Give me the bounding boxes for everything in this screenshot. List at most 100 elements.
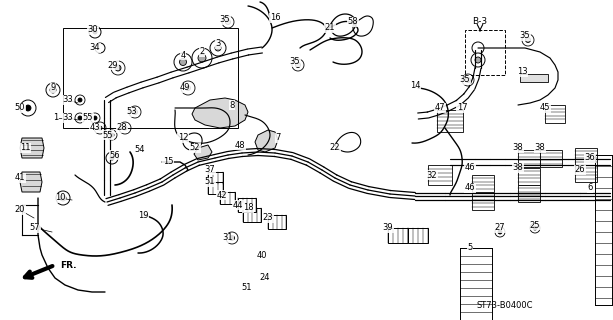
Text: 1: 1 bbox=[53, 114, 59, 123]
Text: 25: 25 bbox=[530, 220, 540, 229]
Circle shape bbox=[106, 152, 118, 164]
Polygon shape bbox=[255, 130, 278, 152]
Circle shape bbox=[93, 30, 97, 34]
Text: 29: 29 bbox=[108, 60, 118, 69]
Circle shape bbox=[192, 48, 212, 68]
Circle shape bbox=[93, 116, 97, 120]
Text: 42: 42 bbox=[217, 190, 227, 199]
Circle shape bbox=[215, 45, 221, 51]
Bar bbox=[518, 185, 540, 202]
Bar bbox=[520, 74, 548, 82]
Text: 55: 55 bbox=[83, 114, 93, 123]
Text: 28: 28 bbox=[116, 124, 128, 132]
Text: 57: 57 bbox=[29, 223, 40, 233]
Circle shape bbox=[46, 83, 60, 97]
Circle shape bbox=[110, 133, 114, 137]
Bar bbox=[208, 172, 223, 184]
Text: 9: 9 bbox=[50, 84, 56, 92]
Text: 22: 22 bbox=[330, 143, 340, 153]
Text: 37: 37 bbox=[205, 165, 215, 174]
Circle shape bbox=[107, 130, 117, 140]
Polygon shape bbox=[20, 172, 42, 192]
Circle shape bbox=[110, 156, 114, 160]
Text: 56: 56 bbox=[110, 150, 120, 159]
Bar bbox=[518, 150, 540, 167]
Bar bbox=[428, 165, 452, 185]
Bar bbox=[63, 28, 238, 128]
Circle shape bbox=[78, 98, 82, 102]
Circle shape bbox=[471, 53, 485, 67]
Text: 54: 54 bbox=[135, 146, 145, 155]
Bar bbox=[437, 110, 463, 132]
Text: 16: 16 bbox=[270, 13, 280, 22]
Circle shape bbox=[295, 62, 300, 68]
Text: 51: 51 bbox=[205, 178, 215, 187]
Text: 38: 38 bbox=[535, 143, 546, 153]
Bar bbox=[268, 215, 286, 229]
Text: 33: 33 bbox=[63, 114, 74, 123]
Bar bbox=[472, 193, 494, 210]
Text: 39: 39 bbox=[383, 223, 394, 233]
Circle shape bbox=[129, 106, 141, 118]
Text: 35: 35 bbox=[520, 31, 530, 41]
Text: 14: 14 bbox=[409, 81, 421, 90]
Text: 45: 45 bbox=[540, 103, 550, 113]
Text: 34: 34 bbox=[89, 44, 101, 52]
Text: 58: 58 bbox=[348, 18, 359, 27]
Circle shape bbox=[465, 77, 471, 83]
Text: 38: 38 bbox=[512, 164, 524, 172]
Text: FR.: FR. bbox=[60, 260, 77, 269]
Circle shape bbox=[525, 37, 530, 43]
Text: 43: 43 bbox=[89, 124, 101, 132]
Text: 30: 30 bbox=[88, 26, 98, 35]
Circle shape bbox=[75, 95, 85, 105]
Text: 20: 20 bbox=[15, 205, 25, 214]
Circle shape bbox=[115, 65, 121, 71]
Circle shape bbox=[78, 116, 82, 120]
Text: ST73-B0400C: ST73-B0400C bbox=[477, 300, 533, 309]
Circle shape bbox=[94, 122, 106, 134]
Text: 2: 2 bbox=[199, 47, 205, 57]
Circle shape bbox=[522, 34, 534, 46]
Text: 48: 48 bbox=[235, 140, 245, 149]
Text: 35: 35 bbox=[460, 76, 470, 84]
Circle shape bbox=[533, 226, 537, 230]
Circle shape bbox=[90, 113, 100, 123]
Circle shape bbox=[475, 57, 481, 63]
Bar bbox=[540, 150, 562, 167]
Circle shape bbox=[56, 191, 70, 205]
Text: 32: 32 bbox=[427, 171, 437, 180]
Circle shape bbox=[50, 87, 56, 93]
Circle shape bbox=[123, 126, 127, 130]
Text: 38: 38 bbox=[512, 143, 524, 153]
Text: 33: 33 bbox=[63, 95, 74, 105]
Circle shape bbox=[472, 42, 484, 54]
Circle shape bbox=[180, 59, 186, 66]
Text: 10: 10 bbox=[55, 194, 65, 203]
Text: 31: 31 bbox=[223, 234, 234, 243]
Text: 47: 47 bbox=[435, 103, 445, 113]
Text: 8: 8 bbox=[229, 100, 235, 109]
Circle shape bbox=[132, 109, 137, 115]
Text: 17: 17 bbox=[457, 103, 467, 113]
Circle shape bbox=[198, 54, 206, 62]
Text: 55: 55 bbox=[103, 131, 113, 140]
Bar bbox=[408, 228, 428, 243]
Text: 35: 35 bbox=[290, 58, 300, 67]
Circle shape bbox=[292, 59, 304, 71]
Circle shape bbox=[119, 122, 131, 134]
Text: 52: 52 bbox=[190, 143, 200, 153]
Circle shape bbox=[174, 53, 192, 71]
Circle shape bbox=[98, 126, 102, 130]
Text: 36: 36 bbox=[585, 154, 595, 163]
Circle shape bbox=[89, 26, 101, 38]
Text: 23: 23 bbox=[263, 213, 273, 222]
Text: 18: 18 bbox=[243, 204, 253, 212]
Circle shape bbox=[498, 230, 502, 234]
Circle shape bbox=[181, 81, 195, 95]
Bar bbox=[472, 175, 494, 192]
Text: B-3: B-3 bbox=[473, 18, 487, 27]
Text: 40: 40 bbox=[257, 251, 267, 260]
Circle shape bbox=[222, 16, 234, 28]
Text: 21: 21 bbox=[325, 23, 335, 33]
